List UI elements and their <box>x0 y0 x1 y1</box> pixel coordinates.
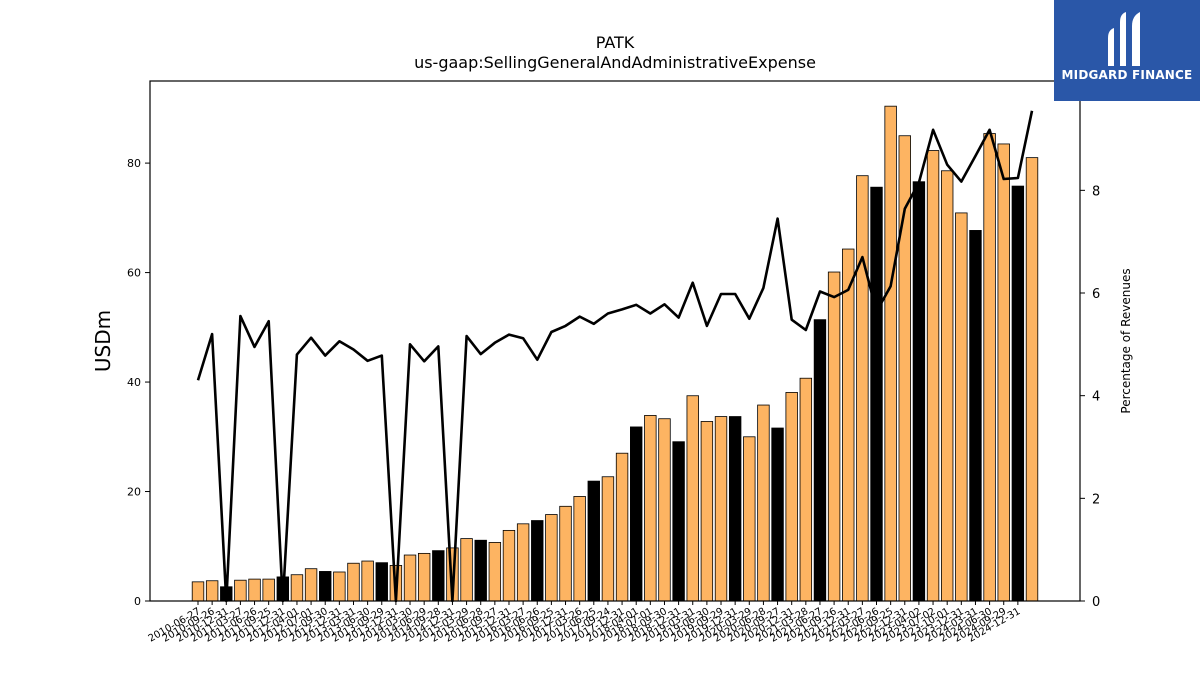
bar <box>743 436 756 602</box>
bar <box>983 133 996 602</box>
percentage-line <box>196 110 1034 603</box>
bars-group <box>191 105 1039 602</box>
bar <box>700 421 714 602</box>
bar <box>842 248 855 602</box>
bar <box>474 539 487 602</box>
bar <box>630 426 643 602</box>
line-group <box>196 110 1034 603</box>
bar <box>248 578 261 602</box>
y-tick-label: 20 <box>127 486 141 499</box>
x-axis: 2010-06-272010-09-262010-12-312011-03-27… <box>147 601 1022 645</box>
bar <box>615 452 629 602</box>
bar <box>361 560 374 602</box>
bar <box>898 135 911 602</box>
y2-tick-label: 8 <box>1092 184 1100 199</box>
bar <box>403 554 417 602</box>
bar <box>856 175 869 602</box>
bar <box>545 514 558 602</box>
bar <box>516 523 530 602</box>
bar <box>813 319 827 602</box>
bar <box>417 552 431 602</box>
bar <box>460 538 473 602</box>
bar <box>658 418 671 602</box>
bar <box>262 578 275 602</box>
bar <box>488 542 502 602</box>
bar <box>672 441 685 602</box>
bar <box>827 271 841 602</box>
bar <box>997 143 1010 602</box>
y-tick-label: 0 <box>134 595 141 608</box>
bar <box>969 230 982 602</box>
bar <box>686 395 699 602</box>
y2-tick-label: 6 <box>1092 287 1100 302</box>
midgard-logo-icon <box>1108 12 1140 66</box>
bar <box>502 529 516 602</box>
y-tick-label: 40 <box>127 376 141 389</box>
bar <box>333 571 346 602</box>
bar <box>319 571 332 602</box>
plot-frame <box>149 80 1081 602</box>
bar <box>714 416 728 602</box>
bar <box>1025 157 1039 602</box>
y-tick-label: 60 <box>127 267 141 280</box>
bar <box>531 520 544 602</box>
bar <box>955 212 968 602</box>
bar <box>290 574 304 602</box>
bar <box>601 476 615 602</box>
bar <box>644 415 657 602</box>
brand-logo: MIDGARD FINANCE <box>1054 0 1200 101</box>
bar <box>771 427 784 602</box>
bar <box>559 505 572 602</box>
y-tick-label: 80 <box>127 157 141 170</box>
bar <box>375 562 388 602</box>
bar <box>1011 185 1025 602</box>
bar <box>799 377 813 602</box>
bar <box>587 480 600 602</box>
bar <box>304 568 318 602</box>
y2-tick-label: 4 <box>1092 390 1100 405</box>
bar <box>191 581 205 602</box>
bar <box>432 550 445 602</box>
y2-tick-label: 0 <box>1092 595 1100 610</box>
chart-subtitle: us-gaap:SellingGeneralAndAdministrativeE… <box>414 53 816 72</box>
y-axis-left: 0 20 40 60 80 <box>127 157 150 608</box>
bar <box>573 496 586 602</box>
bar <box>347 562 360 602</box>
bar <box>870 186 883 602</box>
bar <box>926 150 940 602</box>
bar <box>728 416 742 602</box>
bar <box>912 181 926 602</box>
y-axis-right: 0 2 4 6 8 <box>1080 184 1100 610</box>
logo-text: MIDGARD FINANCE <box>1061 68 1193 82</box>
bar <box>940 170 954 602</box>
bar <box>884 105 897 602</box>
bar <box>234 579 247 602</box>
y-axis-label: USDm <box>91 310 115 372</box>
chart-title: PATK <box>596 33 635 52</box>
bar <box>205 580 219 602</box>
y2-axis-label: Percentage of Revenues <box>1119 268 1133 413</box>
bar <box>785 392 798 602</box>
y2-tick-label: 2 <box>1092 492 1100 507</box>
bar <box>757 404 770 602</box>
